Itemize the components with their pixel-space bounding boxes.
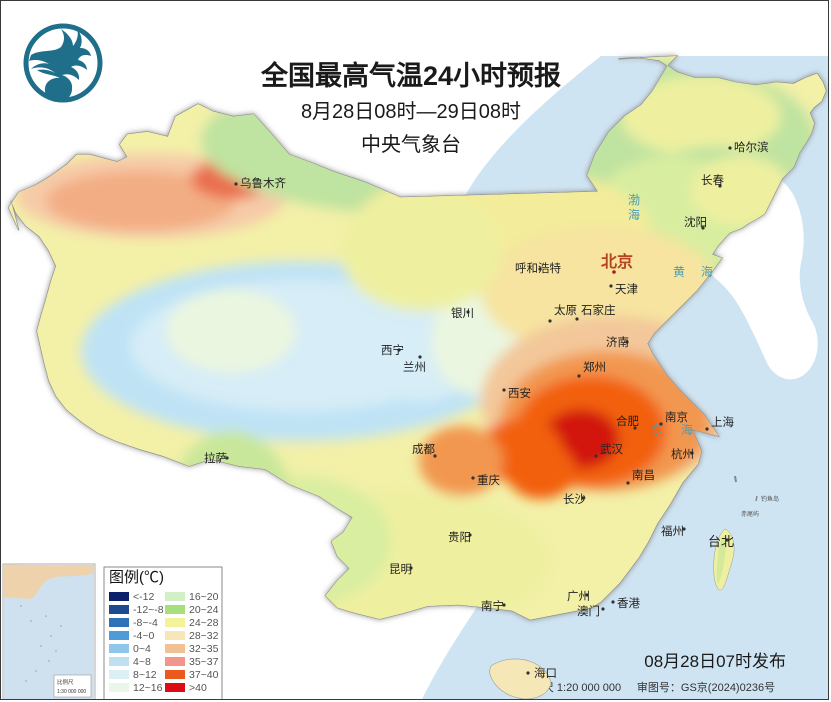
svg-text:>40: >40 <box>189 682 207 694</box>
svg-text:银川: 银川 <box>451 306 474 320</box>
svg-text:香港: 香港 <box>617 597 640 610</box>
svg-text:-4~0: -4~0 <box>133 630 154 642</box>
svg-text:12~16: 12~16 <box>133 682 163 694</box>
svg-text:图例(℃): 图例(℃) <box>109 569 164 586</box>
svg-text:35~37: 35~37 <box>189 656 219 668</box>
svg-text:西宁: 西宁 <box>381 343 404 357</box>
svg-text:乌鲁木齐: 乌鲁木齐 <box>240 176 286 190</box>
svg-text:合肥: 合肥 <box>616 414 639 428</box>
svg-text:4~8: 4~8 <box>133 656 151 668</box>
svg-text:长春: 长春 <box>701 174 724 187</box>
svg-text:福州: 福州 <box>661 524 684 538</box>
svg-text:哈尔滨: 哈尔滨 <box>734 140 769 154</box>
svg-text:贵阳: 贵阳 <box>448 531 471 544</box>
svg-text:24~28: 24~28 <box>189 617 219 629</box>
svg-text:北京: 北京 <box>601 252 633 271</box>
svg-text:武汉: 武汉 <box>600 443 623 456</box>
svg-text:黄: 黄 <box>673 265 685 279</box>
svg-text:32~35: 32~35 <box>189 643 219 655</box>
svg-text:西安: 西安 <box>508 386 531 400</box>
svg-text:1:30 000 000: 1:30 000 000 <box>57 689 86 695</box>
svg-text:南宁: 南宁 <box>481 599 504 613</box>
svg-text:广州: 广州 <box>567 590 590 603</box>
svg-text:08月28日07时发布: 08月28日07时发布 <box>644 652 786 671</box>
svg-text:海: 海 <box>628 207 640 222</box>
svg-text:澳门: 澳门 <box>577 604 600 618</box>
svg-text:中央气象台: 中央气象台 <box>361 133 461 156</box>
svg-text:8~12: 8~12 <box>133 669 157 681</box>
svg-text:长沙: 长沙 <box>563 493 586 506</box>
svg-text:37~40: 37~40 <box>189 669 219 681</box>
svg-text:钓鱼岛: 钓鱼岛 <box>761 495 779 503</box>
svg-text:呼和浩特: 呼和浩特 <box>515 261 561 275</box>
svg-text:郑州: 郑州 <box>583 360 606 374</box>
svg-text:全国最高气温24小时预报: 全国最高气温24小时预报 <box>260 60 561 91</box>
svg-text:济南: 济南 <box>606 335 629 349</box>
svg-text:杭州: 杭州 <box>671 447 694 461</box>
svg-text:28~32: 28~32 <box>189 630 219 642</box>
svg-text:太原: 太原 <box>554 304 577 317</box>
svg-text:赤尾屿: 赤尾屿 <box>741 510 759 518</box>
svg-text:20~24: 20~24 <box>189 604 219 616</box>
svg-text:拉萨: 拉萨 <box>204 451 227 465</box>
svg-text:-8~-4: -8~-4 <box>133 617 158 629</box>
svg-text:-12~-8: -12~-8 <box>133 604 164 616</box>
svg-text:16~20: 16~20 <box>189 591 219 603</box>
svg-text:石家庄: 石家庄 <box>581 303 616 317</box>
svg-text:南昌: 南昌 <box>632 468 655 482</box>
svg-text:天津: 天津 <box>615 283 638 296</box>
svg-text:8月28日08时—29日08时: 8月28日08时—29日08时 <box>301 100 521 123</box>
svg-text:成都: 成都 <box>412 443 435 456</box>
svg-text:上海: 上海 <box>711 415 734 429</box>
svg-text:台北: 台北 <box>708 534 734 549</box>
svg-text:南京: 南京 <box>665 410 688 424</box>
svg-text:<-12: <-12 <box>133 591 154 603</box>
svg-text:海: 海 <box>681 422 693 437</box>
svg-text:0~4: 0~4 <box>133 643 151 655</box>
svg-text:重庆: 重庆 <box>477 473 500 487</box>
svg-text:兰州: 兰州 <box>403 361 426 374</box>
svg-text:东: 东 <box>651 423 663 437</box>
svg-text:审图号：GS京(2024)0236号: 审图号：GS京(2024)0236号 <box>637 680 775 694</box>
svg-text:海: 海 <box>701 264 713 279</box>
svg-text:沈阳: 沈阳 <box>684 215 707 229</box>
svg-text:昆明: 昆明 <box>389 563 412 576</box>
svg-text:海口: 海口 <box>534 666 557 680</box>
svg-text:比例尺: 比例尺 <box>57 678 74 686</box>
svg-text:渤: 渤 <box>628 193 640 207</box>
